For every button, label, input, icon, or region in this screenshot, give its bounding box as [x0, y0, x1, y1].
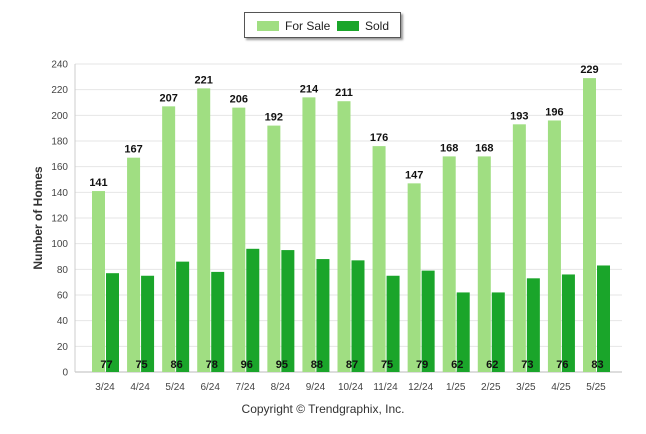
data-label-sold: 78 — [206, 359, 218, 371]
bar-sold — [491, 292, 505, 372]
bar-for-sale — [302, 97, 316, 372]
copyright-text: Copyright © Trendgraphix, Inc. — [241, 402, 405, 416]
data-label-for-sale: 206 — [230, 94, 248, 106]
bar-sold — [561, 274, 575, 372]
data-label-sold: 73 — [521, 359, 533, 371]
bar-sold — [176, 261, 190, 372]
y-tick-label: 60 — [57, 291, 69, 302]
x-tick-label: 3/24 — [95, 382, 115, 393]
bar-for-sale — [512, 124, 526, 372]
x-tick-label: 8/24 — [271, 382, 291, 393]
data-label-for-sale: 147 — [405, 169, 423, 181]
y-tick-label: 140 — [51, 188, 68, 199]
bar-for-sale — [232, 107, 246, 372]
bar-for-sale — [407, 183, 421, 372]
y-tick-label: 40 — [57, 316, 69, 327]
data-label-sold: 62 — [486, 359, 498, 371]
y-tick-label: 240 — [51, 60, 68, 71]
bar-for-sale — [92, 191, 105, 372]
bar-for-sale — [197, 88, 211, 372]
legend-item-sold[interactable]: Sold — [337, 19, 389, 33]
x-tick-label: 10/24 — [338, 382, 363, 393]
bar-for-sale — [442, 156, 456, 372]
x-tick-label: 11/24 — [373, 382, 398, 393]
bar-for-sale — [547, 120, 561, 372]
x-tick-label: 7/24 — [236, 382, 256, 393]
legend-swatch-sold — [337, 21, 359, 31]
bar-sold — [526, 278, 540, 372]
legend-label-sold: Sold — [365, 19, 390, 33]
data-label-sold: 77 — [100, 359, 112, 371]
data-label-sold: 88 — [311, 359, 323, 371]
x-tick-label: 9/24 — [306, 382, 326, 393]
data-label-for-sale: 141 — [89, 177, 107, 189]
x-tick-label: 1/25 — [446, 382, 466, 393]
bar-for-sale — [477, 156, 491, 372]
bar-sold — [316, 259, 330, 372]
y-tick-label: 200 — [51, 111, 68, 122]
bar-sold — [246, 248, 260, 372]
y-tick-label: 0 — [62, 368, 68, 379]
data-label-for-sale: 168 — [440, 142, 458, 154]
data-label-for-sale: 207 — [159, 92, 177, 104]
data-label-for-sale: 196 — [545, 106, 563, 118]
data-label-for-sale: 214 — [300, 83, 319, 95]
legend-swatch-for-sale — [257, 21, 279, 31]
x-tick-label: 5/24 — [165, 382, 185, 393]
x-tick-label: 2/25 — [481, 382, 501, 393]
x-tick-label: 6/24 — [200, 382, 220, 393]
x-tick-label: 12/24 — [408, 382, 433, 393]
y-axis-title: Number of Homes — [31, 166, 45, 270]
bar-for-sale — [162, 106, 176, 372]
y-tick-label: 100 — [51, 239, 68, 250]
data-label-for-sale: 168 — [475, 142, 493, 154]
bar-for-sale — [372, 146, 386, 372]
y-tick-label: 20 — [57, 342, 69, 353]
bar-sold — [281, 250, 295, 372]
data-label-for-sale: 192 — [265, 112, 283, 124]
bar-sold — [351, 260, 365, 372]
data-label-sold: 76 — [556, 359, 568, 371]
bar-sold — [386, 275, 400, 372]
bar-sold — [141, 275, 155, 372]
bar-sold — [421, 270, 435, 372]
data-label-for-sale: 176 — [370, 132, 388, 144]
data-label-for-sale: 211 — [335, 87, 353, 99]
data-label-sold: 95 — [276, 359, 288, 371]
bar-sold — [211, 271, 225, 372]
data-label-for-sale: 221 — [195, 74, 213, 86]
data-label-sold: 87 — [346, 359, 358, 371]
y-tick-label: 80 — [57, 265, 69, 276]
data-label-sold: 75 — [381, 359, 393, 371]
y-tick-label: 220 — [51, 85, 68, 96]
bar-sold — [597, 265, 610, 372]
data-label-for-sale: 193 — [510, 110, 528, 122]
y-tick-label: 120 — [51, 214, 68, 225]
bar-for-sale — [267, 125, 281, 372]
data-label-for-sale: 229 — [580, 64, 598, 76]
data-label-for-sale: 167 — [124, 144, 142, 156]
bar-for-sale — [583, 78, 596, 372]
x-tick-label: 4/24 — [130, 382, 150, 393]
bar-for-sale — [337, 101, 351, 372]
data-label-sold: 83 — [591, 359, 603, 371]
legend-item-for-sale[interactable]: For Sale — [257, 19, 330, 33]
bar-for-sale — [127, 157, 141, 372]
bar-sold — [456, 292, 470, 372]
data-label-sold: 75 — [135, 359, 147, 371]
legend: For Sale Sold — [244, 12, 401, 38]
legend-label-for-sale: For Sale — [285, 19, 331, 33]
data-label-sold: 62 — [451, 359, 463, 371]
x-tick-label: 5/25 — [586, 382, 606, 393]
bar-sold — [106, 273, 119, 372]
y-tick-label: 160 — [51, 162, 68, 173]
data-label-sold: 96 — [241, 359, 253, 371]
data-label-sold: 79 — [416, 359, 428, 371]
x-tick-label: 3/25 — [516, 382, 536, 393]
data-label-sold: 86 — [171, 359, 183, 371]
y-tick-label: 180 — [51, 137, 68, 148]
x-tick-label: 4/25 — [551, 382, 571, 393]
